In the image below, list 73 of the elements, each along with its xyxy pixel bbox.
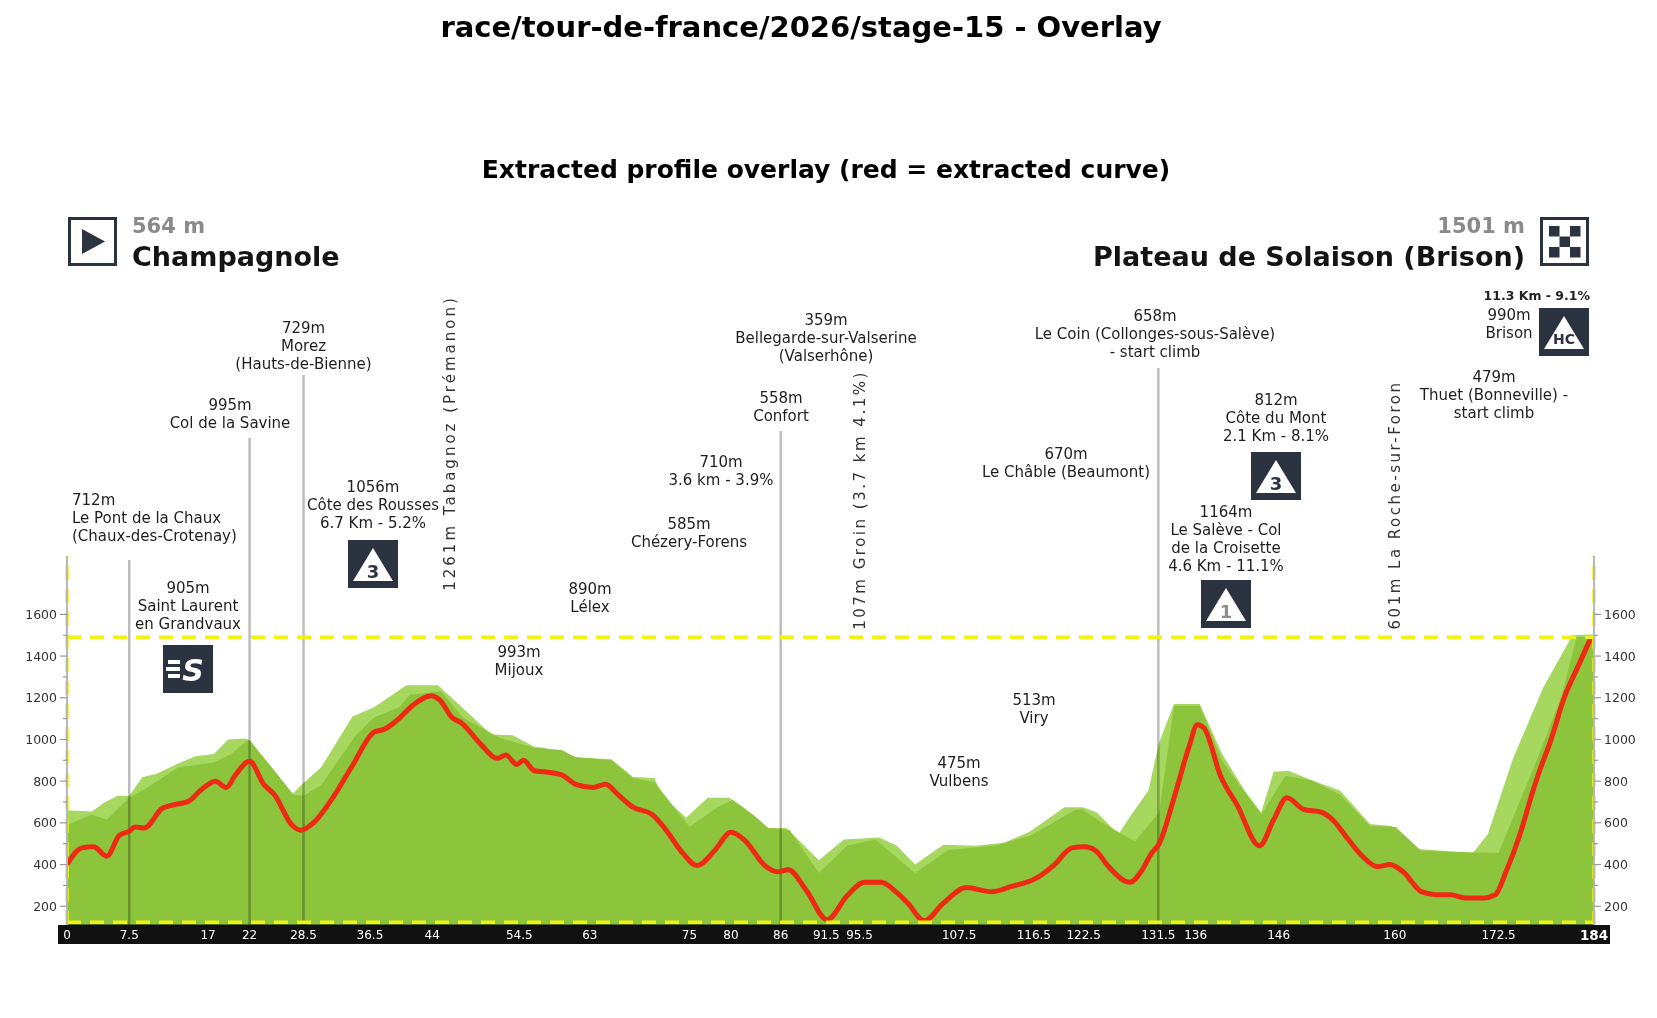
y2-tick-label: 1600 [1604, 606, 1636, 622]
x-tick-label: 36.5 [356, 927, 384, 942]
annotation: 890m Lélex [568, 580, 612, 616]
x-tick-label: 17 [200, 927, 216, 942]
x-tick-label: 91.5 [812, 927, 840, 942]
annotation: 905m Saint Laurent en Grandvaux [135, 579, 242, 633]
x-tick-label: 95.5 [846, 927, 873, 942]
x-tick-label: 116.5 [1016, 927, 1051, 942]
y2-tick-label: 1200 [1604, 690, 1636, 706]
y-tick-label: 200 [33, 898, 58, 914]
x-tick-label: 172.5 [1481, 927, 1516, 942]
y2-tick-label: 600 [1604, 815, 1628, 831]
text: 558m Confort [753, 389, 809, 425]
text: 3 [1269, 472, 1283, 494]
x-tick-label: 80 [723, 927, 739, 942]
text: Champagnole [132, 240, 340, 272]
text: 658m Le Coin (Collonges-sous-Salève) - start climb [1034, 307, 1276, 361]
y2-tick-label: 400 [1604, 857, 1628, 873]
annotation: 513m Viry [1012, 691, 1056, 727]
text: 585m Chézery-Forens [630, 515, 748, 551]
text: 710m 3.6 km - 3.9% [668, 453, 774, 489]
text: 995m Col de la Savine [169, 396, 291, 432]
y-tick-label: 800 [33, 773, 58, 789]
x-tick-label: 54.5 [505, 927, 533, 942]
x-tick-label: 131.5 [1141, 927, 1176, 942]
annotation: 475m Vulbens [929, 754, 989, 790]
y-tick-label: 1000 [25, 731, 58, 747]
x-tick-label: 63 [582, 927, 598, 942]
text: 812m Côte du Mont 2.1 Km - 8.1% [1222, 391, 1330, 445]
chart-title: race/tour-de-france/2026/stage-15 - Overlay [440, 10, 1162, 44]
text: Plateau de Solaison (Brison) [1093, 240, 1525, 272]
y2-tick-label: 1000 [1604, 731, 1636, 747]
x-tick-label: 136 [1184, 927, 1208, 942]
y-tick-label: 1400 [25, 648, 58, 664]
x-tick-label: 107.5 [941, 927, 977, 942]
annotation: 1164m Le Salève - Col de la Croisette 4.6 Km - 11.1% [1168, 503, 1284, 575]
y-tick-label: 400 [33, 857, 58, 873]
text: 359m Bellegarde-sur-Valserine (Valserhône) [735, 311, 917, 365]
text: 564 m [132, 214, 206, 238]
y2-tick-label: 200 [1604, 898, 1628, 914]
text: HC [1553, 331, 1575, 347]
x-tick-label: 146 [1267, 927, 1291, 942]
y2-tick-label: 1400 [1604, 648, 1636, 664]
annotation: 1261m Tabagnoz (Prémanon) [441, 295, 459, 591]
text: 1056m Côte des Rousses 6.7 Km - 5.2% [307, 478, 440, 532]
y-tick-label: 600 [33, 815, 58, 831]
text: 11.3 Km - 9.1% [1483, 287, 1591, 303]
x-tick-label: 0 [63, 927, 71, 942]
text: 712m Le Pont de la Chaux (Chaux-des-Crotenay) [72, 491, 237, 545]
x-tick-label: 86 [773, 927, 789, 942]
annotation: 1 [1219, 600, 1233, 622]
text: 670m Le Châble (Beaumont) [981, 445, 1151, 481]
annotation: 993m Mijoux [494, 643, 544, 679]
x-tick-label: 44 [424, 927, 440, 942]
chart-subtitle: Extracted profile overlay (red = extracted curve) [481, 154, 1171, 184]
x-tick-label: 122.5 [1066, 927, 1101, 942]
annotation: S [182, 652, 204, 688]
y-tick-label: 1200 [25, 690, 58, 706]
text: 990m Brison [1485, 306, 1533, 342]
annotation: 107m Groin (3.7 km 4.1%) [851, 370, 869, 630]
x-tick-label: 22 [241, 927, 258, 942]
x-tick-label: 160 [1383, 927, 1407, 942]
y2-tick-label: 800 [1604, 773, 1628, 789]
text: 729m Morez (Hauts-de-Bienne) [235, 319, 372, 373]
annotation: 3 [366, 560, 380, 582]
x-tick-label: 75 [681, 927, 698, 942]
x-tick-label: 184 [1579, 926, 1609, 943]
y-tick-label: 1600 [25, 606, 58, 622]
text: 1501 m [1437, 214, 1525, 238]
x-tick-label: 7.5 [119, 927, 139, 942]
text: 479m Thuet (Bonneville) - start climb [1418, 368, 1569, 422]
x-tick-label: 28.5 [290, 927, 317, 942]
annotation: 601m La Roche-sur-Foron [1386, 380, 1404, 630]
